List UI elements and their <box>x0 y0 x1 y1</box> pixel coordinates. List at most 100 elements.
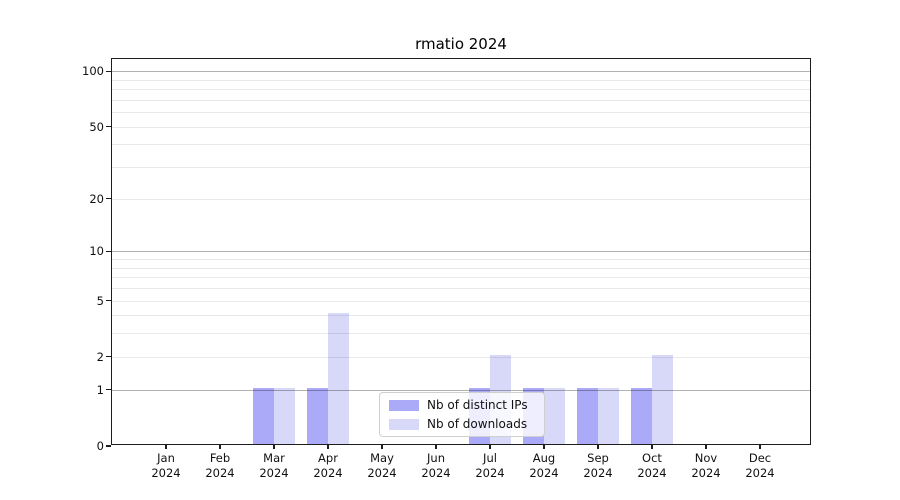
x-tick-may <box>381 444 383 449</box>
x-tick-year: 2024 <box>367 465 397 480</box>
x-tick-label-sep: Sep 2024 <box>570 451 626 480</box>
y-tick-label-5: 5 <box>96 293 104 308</box>
x-tick-nov <box>705 444 707 449</box>
x-tick-month: Jul <box>483 451 497 465</box>
legend-item-distinct-ips: Nb of distinct IPs <box>380 397 544 414</box>
gridline-minor-90 <box>112 79 810 81</box>
x-tick-month: Mar <box>263 451 285 465</box>
plot-area: 100 50 20 10 5 2 1 0 Jan 2024 Feb 2024 Mar 2024 Apr 202… <box>82 58 811 480</box>
x-tick-year: 2024 <box>205 465 235 480</box>
y-tick-label-20: 20 <box>89 191 104 206</box>
y-tick-label-10: 10 <box>89 244 104 259</box>
y-tick-5 <box>105 299 111 302</box>
x-tick-month: Oct <box>642 451 662 465</box>
x-tick-label-mar: Mar 2024 <box>246 451 302 480</box>
gridline-minor-70 <box>112 99 810 101</box>
plot-inner: 100 50 20 10 5 2 1 0 Jan 2024 Feb 2024 Mar 2024 Apr 202… <box>82 59 810 480</box>
gridline-minor-3 <box>112 333 810 335</box>
x-tick-year: 2024 <box>259 465 289 480</box>
y-tick-label-50: 50 <box>89 119 104 134</box>
gridline-major-1 <box>112 389 810 391</box>
bar-downloads-apr <box>328 313 349 444</box>
x-tick-month: Apr <box>318 451 338 465</box>
chart-title: rmatio 2024 <box>415 35 507 53</box>
x-tick-month: Nov <box>694 451 718 465</box>
x-tick-year: 2024 <box>421 465 451 480</box>
x-tick-year: 2024 <box>745 465 775 480</box>
x-tick-label-jun: Jun 2024 <box>408 451 464 480</box>
x-tick-month: Sep <box>587 451 609 465</box>
gridline-minor-9 <box>112 259 810 261</box>
x-tick-year: 2024 <box>691 465 721 480</box>
x-tick-sep <box>597 444 599 449</box>
x-tick-year: 2024 <box>637 465 667 480</box>
y-tick-label-0: 0 <box>96 439 104 453</box>
gridline-minor-30 <box>112 167 810 169</box>
x-tick-jul <box>489 444 491 449</box>
legend-label-downloads: Nb of downloads <box>427 417 528 431</box>
x-tick-label-may: May 2024 <box>354 451 410 480</box>
x-tick-year: 2024 <box>529 465 559 480</box>
x-tick-dec <box>759 444 761 449</box>
x-tick-month: Jun <box>427 451 445 465</box>
gridline-major-100 <box>112 71 810 73</box>
x-tick-label-apr: Apr 2024 <box>300 451 356 480</box>
gridline-minor-60 <box>112 112 810 114</box>
x-tick-month: Dec <box>748 451 772 465</box>
bar-downloads-oct <box>652 354 673 444</box>
x-tick-mar <box>273 444 275 449</box>
x-tick-month: May <box>370 451 394 465</box>
x-tick-label-oct: Oct 2024 <box>624 451 680 480</box>
bar-ips-sep <box>577 387 598 444</box>
x-tick-aug <box>543 444 545 449</box>
y-tick-label-100: 100 <box>82 64 104 79</box>
x-tick-label-feb: Feb 2024 <box>192 451 248 480</box>
gridline-minor-20 <box>112 198 810 200</box>
x-tick-label-nov: Nov 2024 <box>678 451 734 480</box>
y-tick-100 <box>105 70 111 72</box>
x-tick-label-dec: Dec 2024 <box>732 451 788 480</box>
bar-ips-mar <box>253 387 274 444</box>
legend-item-downloads: Nb of downloads <box>380 416 544 433</box>
y-tick-2 <box>105 356 111 358</box>
gridline-minor-4 <box>112 315 810 317</box>
x-tick-jun <box>435 444 437 449</box>
x-tick-oct <box>651 444 653 449</box>
x-tick-label-jan: Jan 2024 <box>138 451 194 480</box>
y-tick-label-2: 2 <box>96 349 104 364</box>
y-tick-50 <box>105 126 111 128</box>
gridline-minor-2 <box>112 356 810 358</box>
x-tick-year: 2024 <box>313 465 343 480</box>
gridline-major-10 <box>112 251 810 253</box>
x-tick-apr <box>327 444 329 449</box>
x-tick-label-jul: Jul 2024 <box>462 451 518 480</box>
y-tick-10 <box>105 250 111 252</box>
legend-label-distinct-ips: Nb of distinct IPs <box>427 398 528 412</box>
x-tick-year: 2024 <box>475 465 505 480</box>
gridline-minor-50 <box>112 126 810 128</box>
gridline-minor-7 <box>112 277 810 279</box>
bar-downloads-aug <box>544 387 565 444</box>
gridline-minor-80 <box>112 89 810 91</box>
x-tick-year: 2024 <box>151 465 181 480</box>
legend-swatch-downloads <box>389 418 419 430</box>
bar-downloads-sep <box>598 387 619 444</box>
x-tick-label-aug: Aug 2024 <box>516 451 572 480</box>
gridline-minor-5 <box>112 300 810 302</box>
bar-downloads-mar <box>274 387 295 444</box>
x-tick-year: 2024 <box>583 465 613 480</box>
y-tick-20 <box>105 198 111 200</box>
x-tick-month: Aug <box>532 451 556 465</box>
gridline-minor-6 <box>112 288 810 289</box>
x-tick-feb <box>219 444 221 449</box>
legend: Nb of distinct IPs Nb of downloads <box>379 392 545 437</box>
x-tick-month: Feb <box>209 451 231 465</box>
y-tick-1 <box>105 389 111 391</box>
gridline-minor-40 <box>112 144 810 146</box>
x-tick-jan <box>165 444 167 449</box>
y-tick-label-1: 1 <box>96 382 104 397</box>
legend-swatch-distinct-ips <box>389 399 419 411</box>
bar-ips-apr <box>307 387 328 444</box>
x-tick-month: Jan <box>157 451 175 465</box>
